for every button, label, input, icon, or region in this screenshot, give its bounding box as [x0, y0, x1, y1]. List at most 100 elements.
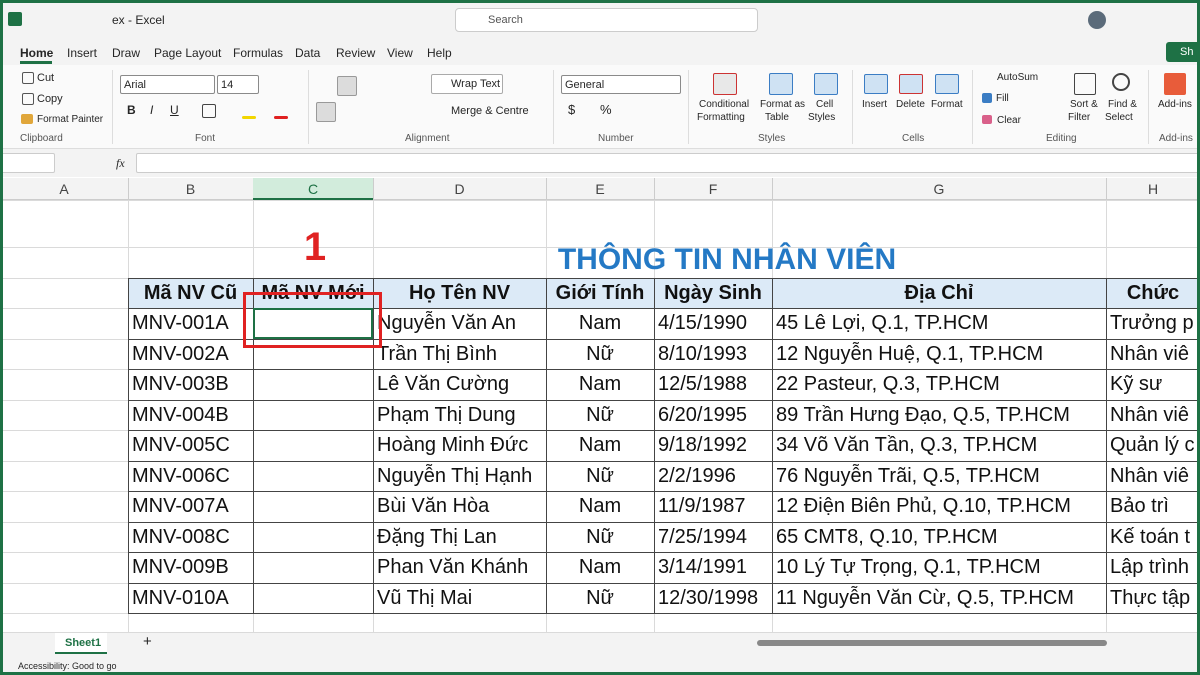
column-header[interactable]: E	[595, 181, 605, 197]
table-cell[interactable]: 22 Pasteur, Q.3, TP.HCM	[776, 373, 1000, 395]
table-cell[interactable]: 12/5/1988	[658, 373, 747, 395]
table-cell[interactable]: 9/18/1992	[658, 434, 747, 456]
font-size[interactable]: 14	[221, 79, 234, 91]
wrap-text[interactable]: Wrap Text	[451, 78, 501, 90]
column-header[interactable]: F	[708, 181, 718, 197]
currency-button[interactable]: $	[568, 102, 576, 117]
sheet-tab[interactable]	[55, 632, 107, 654]
table-cell[interactable]: MNV-007A	[132, 495, 229, 517]
font-color-icon[interactable]	[274, 116, 288, 119]
ribbon-tab[interactable]: Formulas	[233, 46, 284, 60]
delete-cells[interactable]: Delete	[896, 99, 925, 110]
table-cell[interactable]: MNV-003B	[132, 373, 229, 395]
ribbon-tab[interactable]: Insert	[67, 46, 98, 60]
ribbon-tab[interactable]: Help	[427, 46, 452, 60]
table-cell[interactable]: MNV-010A	[132, 586, 229, 609]
sheet-tab-label[interactable]: Sheet1	[65, 637, 102, 649]
sort-icon[interactable]	[1074, 73, 1096, 95]
table-cell[interactable]: Nữ	[586, 403, 614, 426]
number-format[interactable]: General	[565, 79, 605, 91]
column-header[interactable]: A	[59, 181, 69, 197]
add-sheet[interactable]: +	[143, 633, 152, 650]
search-box[interactable]	[455, 8, 758, 32]
table-cell[interactable]: 12 Nguyễn Huệ, Q.1, TP.HCM	[776, 342, 1044, 365]
table-cell[interactable]: 12/30/1998	[658, 586, 759, 609]
ribbon-tab[interactable]: Home	[20, 46, 54, 60]
addins-button[interactable]: Add-ins	[1158, 99, 1192, 110]
find-icon[interactable]	[1112, 73, 1130, 91]
table-cell[interactable]: 8/10/1993	[658, 342, 747, 365]
table-cell[interactable]: Nhân viê	[1110, 464, 1189, 487]
share-label[interactable]: Sh	[1180, 46, 1194, 58]
table-cell[interactable]: 12 Điện Biên Phủ, Q.10, TP.HCM	[776, 495, 1071, 517]
table-cell[interactable]: MNV-004B	[132, 403, 229, 426]
share-button[interactable]	[1166, 42, 1200, 62]
font-name-box[interactable]	[120, 75, 215, 94]
table-cell[interactable]: Kế toán t	[1110, 525, 1191, 548]
table-cell[interactable]: Nam	[578, 373, 622, 395]
table-cell[interactable]: Lập trình	[1110, 556, 1189, 578]
table-cell[interactable]: 6/20/1995	[658, 403, 747, 426]
fill-color-icon[interactable]	[242, 116, 256, 119]
format-as-table[interactable]: Table	[765, 112, 789, 123]
table-cell[interactable]: MNV-009B	[132, 556, 229, 578]
table-cell[interactable]: 10 Lý Tự Trọng, Q.1, TP.HCM	[776, 556, 1041, 578]
table-icon[interactable]	[769, 73, 793, 95]
font-size-box[interactable]	[217, 75, 259, 94]
table-cell[interactable]: Nữ	[586, 464, 614, 487]
find-select[interactable]: Select	[1105, 112, 1133, 123]
column-header[interactable]: B	[185, 181, 196, 197]
ribbon-tab[interactable]: Review	[336, 46, 376, 60]
selected-cell[interactable]	[253, 308, 373, 339]
border-icon[interactable]	[202, 104, 216, 118]
scrollbar-thumb[interactable]	[757, 640, 1107, 646]
table-cell[interactable]: Trần Thị Bình	[377, 342, 498, 365]
table-cell[interactable]: Nguyễn Văn An	[377, 312, 516, 334]
find-select[interactable]: Find &	[1108, 99, 1137, 110]
addins-icon[interactable]	[1164, 73, 1186, 95]
column-header[interactable]: H	[1147, 181, 1159, 197]
table-cell[interactable]: 7/25/1994	[658, 525, 747, 548]
table-cell[interactable]: Nhân viê	[1110, 342, 1189, 365]
cell-styles[interactable]: Cell	[816, 99, 834, 110]
table-cell[interactable]: 3/14/1991	[658, 556, 747, 578]
ribbon-tab[interactable]: Draw	[112, 46, 141, 60]
fill[interactable]: Fill	[996, 93, 1009, 104]
ribbon-tab[interactable]: View	[387, 46, 413, 60]
table-cell[interactable]: 65 CMT8, Q.10, TP.HCM	[776, 525, 998, 548]
align-middle[interactable]	[337, 76, 357, 96]
table-cell[interactable]: MNV-005C	[132, 434, 230, 456]
table-cell[interactable]: 76 Nguyễn Trãi, Q.5, TP.HCM	[776, 464, 1040, 487]
table-cell[interactable]: Nam	[578, 312, 622, 334]
name-box[interactable]	[0, 153, 55, 173]
table-cell[interactable]: Phan Văn Khánh	[377, 556, 529, 578]
column-header[interactable]: C	[307, 181, 319, 197]
table-cell[interactable]: MNV-006C	[132, 464, 230, 487]
sort-filter[interactable]: Filter	[1068, 112, 1091, 123]
table-cell[interactable]: 89 Trần Hưng Đạo, Q.5, TP.HCM	[776, 403, 1070, 426]
table-cell[interactable]: Trưởng p	[1110, 312, 1194, 334]
table-cell[interactable]: Vũ Thị Mai	[377, 586, 473, 609]
insert-cells[interactable]: Insert	[862, 99, 888, 110]
merge-centre[interactable]: Merge & Centre	[451, 105, 529, 117]
table-cell[interactable]: MNV-002A	[132, 342, 229, 365]
table-cell[interactable]: Bùi Văn Hòa	[377, 495, 490, 517]
formula-input[interactable]	[136, 153, 1200, 173]
search-placeholder[interactable]: Search	[488, 14, 523, 26]
avatar[interactable]	[1088, 11, 1106, 29]
sort-filter[interactable]: Sort &	[1070, 99, 1098, 110]
table-cell[interactable]: 11 Nguyễn Văn Cừ, Q.5, TP.HCM	[776, 586, 1074, 609]
ribbon-tab[interactable]: Page Layout	[154, 46, 222, 60]
table-cell[interactable]: Quản lý c	[1110, 434, 1195, 456]
percent-button[interactable]: %	[600, 102, 612, 117]
italic-button[interactable]: I	[150, 103, 154, 117]
bold-button[interactable]: B	[127, 103, 136, 117]
format-icon[interactable]	[935, 74, 959, 94]
cut[interactable]: Cut	[37, 72, 55, 84]
table-cell[interactable]: MNV-008C	[132, 525, 230, 548]
number-format-box[interactable]	[561, 75, 681, 94]
delete-icon[interactable]	[899, 74, 923, 94]
autosum[interactable]: AutoSum	[997, 72, 1039, 83]
clear[interactable]: Clear	[997, 115, 1021, 126]
column-header[interactable]: D	[454, 181, 465, 197]
